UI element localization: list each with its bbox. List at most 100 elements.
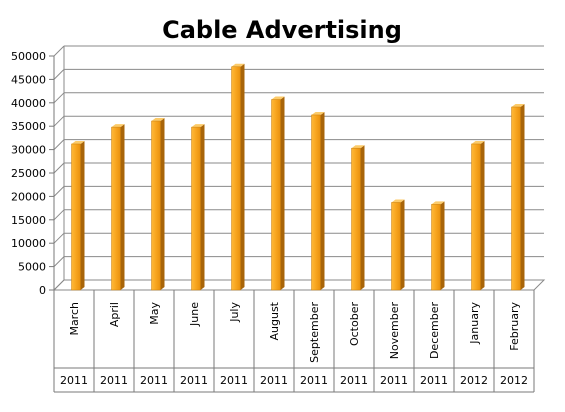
- gridline-diagonal: [53, 92, 65, 104]
- year-label: 2011: [220, 374, 248, 387]
- bar-side: [120, 124, 125, 290]
- chart-title: Cable Advertising: [162, 16, 402, 44]
- bar-front: [431, 204, 441, 291]
- gridline-diagonal: [53, 162, 65, 174]
- year-label: 2011: [340, 374, 368, 387]
- bar: [511, 104, 525, 291]
- bar-top: [151, 118, 165, 122]
- category-label: November: [388, 302, 401, 360]
- category-label: December: [428, 302, 441, 360]
- y-tick-label: 20000: [11, 190, 46, 203]
- gridline-diagonal: [53, 209, 65, 221]
- year-label: 2012: [500, 374, 528, 387]
- bar-front: [111, 126, 121, 291]
- bars: [71, 63, 525, 291]
- year-label: 2011: [100, 374, 128, 387]
- category-label: February: [508, 302, 521, 351]
- category-label: April: [108, 302, 121, 327]
- bar-top: [391, 199, 405, 203]
- category-label: March: [68, 302, 81, 336]
- bar-side: [480, 140, 485, 290]
- bar: [191, 124, 205, 291]
- category-label: June: [188, 302, 201, 327]
- bar-front: [471, 143, 481, 291]
- bar: [271, 96, 285, 291]
- y-tick-label: 10000: [11, 237, 46, 250]
- gridline-diagonal: [53, 232, 65, 244]
- gridline-diagonal: [53, 69, 65, 80]
- gridline-diagonal: [53, 45, 65, 57]
- x-tick-labels: March April May June July August September Octo…: [68, 301, 521, 362]
- gridlines: [53, 45, 544, 291]
- bar: [431, 201, 445, 291]
- category-label: September: [308, 302, 321, 363]
- year-label: 2012: [460, 374, 488, 387]
- category-label: July: [228, 302, 241, 323]
- bar-side: [360, 145, 365, 290]
- bar-front: [71, 143, 81, 291]
- category-label: August: [268, 301, 281, 340]
- bar-side: [160, 118, 165, 290]
- bar-top: [511, 104, 525, 108]
- bar-side: [400, 199, 405, 290]
- bar-top: [271, 96, 285, 100]
- bar: [71, 140, 85, 291]
- year-label: 2011: [300, 374, 328, 387]
- year-label: 2011: [420, 374, 448, 387]
- bar-top: [351, 145, 365, 149]
- bar: [231, 63, 245, 291]
- y-tick-label: 45000: [11, 73, 46, 86]
- bar-front: [191, 126, 201, 291]
- bar: [351, 145, 365, 291]
- bar-top: [71, 140, 85, 144]
- bar-front: [271, 99, 281, 291]
- bar-top: [311, 111, 325, 115]
- bar: [391, 199, 405, 291]
- year-labels: 2011 2011 2011 2011 2011 2011 2011 2011 2011 2011…: [60, 374, 528, 387]
- bar: [311, 111, 325, 291]
- bar-side: [240, 63, 245, 290]
- y-tick-label: 30000: [11, 144, 46, 157]
- y-tick-label: 25000: [11, 167, 46, 180]
- y-tick-label: 35000: [11, 120, 46, 133]
- category-label: January: [468, 302, 481, 345]
- category-label: May: [148, 302, 161, 325]
- bar-front: [231, 66, 241, 291]
- bar-front: [391, 202, 401, 291]
- category-label: October: [348, 302, 361, 346]
- bar-top: [431, 201, 445, 205]
- bar-top: [191, 124, 205, 128]
- year-label: 2011: [140, 374, 168, 387]
- bar-side: [320, 111, 325, 290]
- bar-side: [200, 124, 205, 290]
- year-label: 2011: [380, 374, 408, 387]
- gridline-diagonal: [53, 186, 65, 197]
- y-tick-label: 0: [39, 284, 46, 297]
- bar-front: [351, 147, 361, 291]
- bar-front: [311, 114, 321, 291]
- y-tick-label: 50000: [11, 50, 46, 63]
- gridline-diagonal: [53, 139, 65, 150]
- y-tick-label: 5000: [18, 261, 46, 274]
- year-label: 2011: [60, 374, 88, 387]
- bar-side: [280, 96, 285, 290]
- gridline-diagonal: [53, 115, 65, 127]
- y-tick-label: 40000: [11, 97, 46, 110]
- axes: [49, 46, 546, 393]
- y-tick-labels: 0 5000 10000 15000 20000 25000 30000 35000 40000…: [11, 50, 46, 297]
- bar-front: [511, 106, 521, 291]
- year-label: 2011: [260, 374, 288, 387]
- bar: [111, 124, 125, 291]
- gridline-diagonal: [53, 256, 65, 267]
- bar-side: [520, 104, 525, 291]
- bar-side: [80, 140, 85, 290]
- bar-side: [440, 201, 445, 290]
- bar-top: [471, 140, 485, 144]
- floor: [52, 279, 546, 291]
- bar: [471, 140, 485, 291]
- y-tick-label: 15000: [11, 214, 46, 227]
- bar-top: [231, 63, 245, 67]
- bar-front: [151, 120, 161, 291]
